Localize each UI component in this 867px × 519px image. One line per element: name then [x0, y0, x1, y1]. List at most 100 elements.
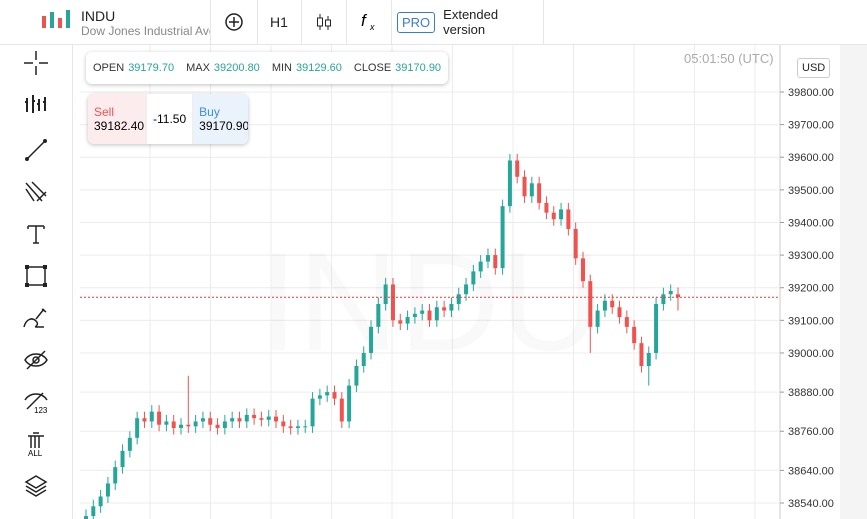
text-tool[interactable] — [23, 221, 49, 247]
y-tick-label: 39000.00 — [788, 348, 834, 360]
candle-body — [295, 426, 300, 428]
buy-price: 39170.90 — [199, 119, 248, 133]
candle-body — [654, 304, 659, 353]
candle-body — [354, 366, 359, 386]
scrollbar — [840, 44, 867, 519]
y-tick-label: 38880.00 — [788, 387, 834, 399]
candle-body — [369, 326, 374, 353]
crosshair-tool[interactable] — [23, 50, 49, 76]
candle-body — [339, 398, 344, 422]
candle-body — [427, 310, 432, 321]
candle-body — [668, 290, 673, 295]
y-tick-label: 39400.00 — [788, 217, 834, 229]
candle-body — [215, 424, 220, 428]
candle-body — [449, 304, 454, 311]
candle-body — [179, 424, 184, 428]
candle-body — [507, 160, 512, 207]
candle-body — [544, 202, 549, 213]
svg-text:123: 123 — [34, 406, 48, 415]
spread: -11.50 — [146, 94, 194, 144]
candle-body — [310, 398, 315, 427]
candle-body — [259, 418, 264, 420]
candle-body — [332, 392, 337, 399]
candle-body — [98, 496, 103, 507]
candle-body — [281, 421, 286, 427]
candle-body — [551, 212, 556, 220]
candle-body — [500, 206, 505, 269]
candle-body — [566, 209, 571, 229]
min-label: MIN — [271, 62, 292, 74]
candle-body — [471, 271, 476, 285]
sell-label: Sell — [94, 105, 115, 119]
candle-body — [588, 281, 593, 327]
candle-body — [288, 426, 293, 428]
candle-body — [434, 307, 439, 321]
max-value: 39200.80 — [213, 62, 260, 74]
candle-body — [478, 261, 483, 272]
candle-body — [120, 450, 125, 468]
price-axis — [780, 45, 840, 519]
bars-tool[interactable] — [23, 92, 49, 118]
candle-body — [113, 467, 118, 484]
candle-body — [573, 228, 578, 259]
candle-body — [347, 385, 352, 422]
candle-body — [142, 418, 147, 422]
candle-body — [383, 284, 388, 305]
buy-button[interactable]: Buy 39170.90 — [193, 94, 248, 144]
symbol[interactable]: INDU — [81, 8, 116, 24]
delete-all-tool[interactable]: ALL — [23, 431, 49, 457]
candle-body — [135, 418, 140, 438]
y-tick-label: 39200.00 — [788, 283, 834, 295]
candle-body — [325, 392, 330, 396]
close-label: CLOSE — [353, 62, 392, 74]
candle-body — [105, 483, 110, 497]
candle-body — [149, 411, 154, 422]
hide-tool[interactable] — [23, 347, 49, 373]
extended-button[interactable]: PRO Extended version — [392, 0, 544, 44]
candle-body — [420, 310, 425, 314]
symbol-description: Dow Jones Industrial Ave — [81, 24, 211, 38]
candle-body — [493, 255, 498, 269]
hide-labels-tool[interactable]: 123 — [23, 389, 49, 415]
candle-body — [376, 304, 381, 327]
extended-label: Extended version — [443, 7, 499, 37]
layers-tool[interactable] — [23, 473, 49, 499]
candle-body — [244, 414, 249, 422]
candle-body — [398, 320, 403, 324]
candle-body — [222, 421, 227, 428]
chart-type-button[interactable] — [302, 0, 347, 44]
line-tool[interactable] — [23, 137, 49, 163]
candle-body — [515, 160, 520, 177]
candle-body — [303, 426, 308, 428]
watermark: INDU — [259, 223, 601, 380]
candle-body — [464, 284, 469, 295]
candle-body — [200, 418, 205, 422]
y-tick-label: 39800.00 — [788, 87, 834, 99]
currency[interactable]: USD — [797, 58, 831, 78]
shape-tool[interactable] — [23, 263, 49, 289]
min-value: 39129.60 — [295, 62, 342, 74]
max-label: MAX — [186, 62, 210, 74]
svg-text:f: f — [361, 11, 368, 30]
brush-tool[interactable] — [22, 305, 50, 331]
fib-tool[interactable] — [23, 179, 49, 205]
pro-badge: PRO — [397, 11, 436, 33]
candle-body — [529, 183, 534, 197]
candle-body — [405, 317, 410, 324]
add-button[interactable] — [210, 0, 258, 44]
candle-body — [390, 284, 395, 321]
y-tick-label: 39700.00 — [788, 120, 834, 132]
candle-body — [237, 418, 242, 422]
candle-body — [602, 300, 607, 311]
clock: 05:01:50 (UTC) — [684, 51, 774, 66]
sell-button[interactable]: Sell 39182.40 — [88, 94, 146, 144]
svg-text:x: x — [369, 22, 375, 32]
candle-body — [230, 418, 235, 422]
timeframe-button[interactable]: H1 — [257, 0, 302, 44]
trade-panel: Sell 39182.40 -11.50 Buy 39170.90 — [88, 94, 248, 144]
candle-body — [595, 310, 600, 327]
y-tick-label: 39300.00 — [788, 250, 834, 262]
